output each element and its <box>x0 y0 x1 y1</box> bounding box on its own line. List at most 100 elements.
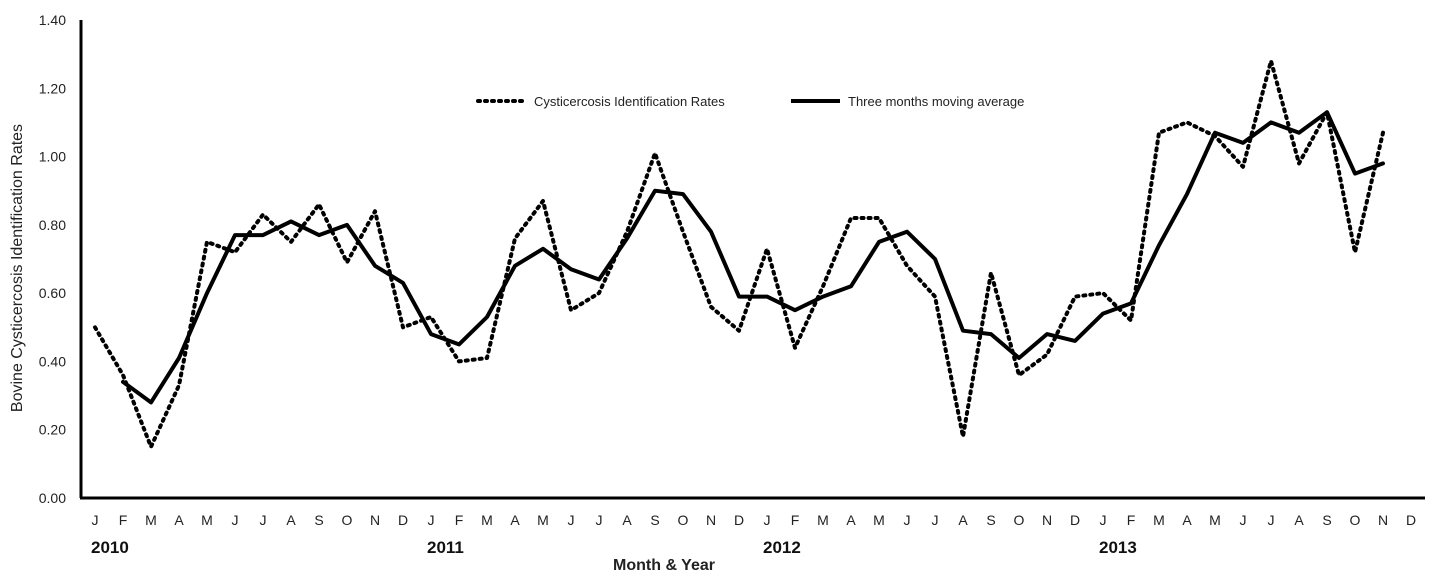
year-label: 2012 <box>763 538 801 557</box>
data-point <box>206 241 208 243</box>
data-point <box>514 265 516 267</box>
x-tick-label: M <box>201 512 213 528</box>
data-point <box>542 248 544 250</box>
data-point <box>794 347 796 349</box>
data-point <box>122 374 124 376</box>
data-point <box>822 296 824 298</box>
data-point <box>570 268 572 270</box>
data-point <box>934 258 936 260</box>
data-point <box>1382 162 1384 164</box>
data-point <box>402 282 404 284</box>
data-point <box>654 190 656 192</box>
data-point <box>626 231 628 233</box>
y-tick-label: 0.80 <box>39 217 66 233</box>
data-point <box>1382 132 1384 134</box>
data-point <box>682 231 684 233</box>
data-point <box>1326 111 1328 113</box>
data-point <box>262 214 264 216</box>
data-point <box>1074 296 1076 298</box>
data-point <box>234 251 236 253</box>
data-point <box>766 248 768 250</box>
year-label: 2010 <box>91 538 129 557</box>
x-tick-label: M <box>873 512 885 528</box>
data-point <box>1102 313 1104 315</box>
data-point <box>346 224 348 226</box>
data-point <box>598 292 600 294</box>
y-tick-label: 0.40 <box>39 353 66 369</box>
data-point <box>598 278 600 280</box>
legend: Cysticercosis Identification Rates Three… <box>476 94 1024 109</box>
x-tick-label: A <box>510 512 520 528</box>
data-point <box>346 261 348 263</box>
data-point <box>682 193 684 195</box>
x-tick-label: O <box>678 512 689 528</box>
data-point <box>486 357 488 359</box>
data-point <box>318 203 320 205</box>
data-point <box>1242 142 1244 144</box>
x-tick-label: J <box>568 512 575 528</box>
x-tick-label: A <box>1182 512 1192 528</box>
x-tick-label: O <box>1350 512 1361 528</box>
data-point <box>1242 166 1244 168</box>
data-point <box>1298 162 1300 164</box>
data-point <box>1130 302 1132 304</box>
legend-label-moving-average: Three months moving average <box>848 94 1024 109</box>
year-label: 2013 <box>1099 538 1137 557</box>
y-tick-label: 0.60 <box>39 285 66 301</box>
data-point <box>514 238 516 240</box>
data-point <box>458 343 460 345</box>
data-point <box>794 309 796 311</box>
data-point <box>318 234 320 236</box>
x-tick-label: O <box>1014 512 1025 528</box>
data-point <box>710 231 712 233</box>
x-tick-label: J <box>260 512 267 528</box>
x-tick-label: N <box>1042 512 1052 528</box>
data-point <box>1046 333 1048 335</box>
x-tick-label: O <box>342 512 353 528</box>
x-tick-label: F <box>455 512 464 528</box>
data-point <box>1102 292 1104 294</box>
x-tick-label: M <box>1209 512 1221 528</box>
series-line-identification-rates <box>93 59 1385 449</box>
x-tick-label: F <box>119 512 128 528</box>
x-tick-label: D <box>1070 512 1080 528</box>
data-point <box>178 357 180 359</box>
data-point <box>430 316 432 318</box>
data-point <box>430 333 432 335</box>
data-point <box>626 238 628 240</box>
data-point <box>738 296 740 298</box>
x-tick-label: J <box>932 512 939 528</box>
x-tick-label: M <box>537 512 549 528</box>
data-point <box>486 316 488 318</box>
data-point <box>94 326 96 328</box>
x-tick-label: M <box>817 512 829 528</box>
data-point <box>1018 374 1020 376</box>
y-tick-label: 0.00 <box>39 490 66 506</box>
x-tick-label: N <box>370 512 380 528</box>
data-point <box>1214 132 1216 134</box>
data-point <box>710 306 712 308</box>
x-tick-label: S <box>314 512 323 528</box>
data-point <box>150 401 152 403</box>
data-point <box>906 231 908 233</box>
x-tick-label: D <box>734 512 744 528</box>
data-point <box>262 234 264 236</box>
y-tick-label: 1.00 <box>39 149 66 165</box>
data-point <box>906 265 908 267</box>
x-tick-label: F <box>1127 512 1136 528</box>
x-tick-label: A <box>1294 512 1304 528</box>
x-tick-label: A <box>958 512 968 528</box>
data-point <box>962 330 964 332</box>
x-tick-label: J <box>428 512 435 528</box>
x-tick-label: J <box>596 512 603 528</box>
data-point <box>1186 121 1188 123</box>
data-point <box>850 217 852 219</box>
data-point <box>1018 357 1020 359</box>
x-tick-label: J <box>1100 512 1107 528</box>
data-point <box>374 210 376 212</box>
x-tick-label: J <box>1240 512 1247 528</box>
data-point <box>122 381 124 383</box>
data-point <box>654 152 656 154</box>
data-point <box>374 265 376 267</box>
